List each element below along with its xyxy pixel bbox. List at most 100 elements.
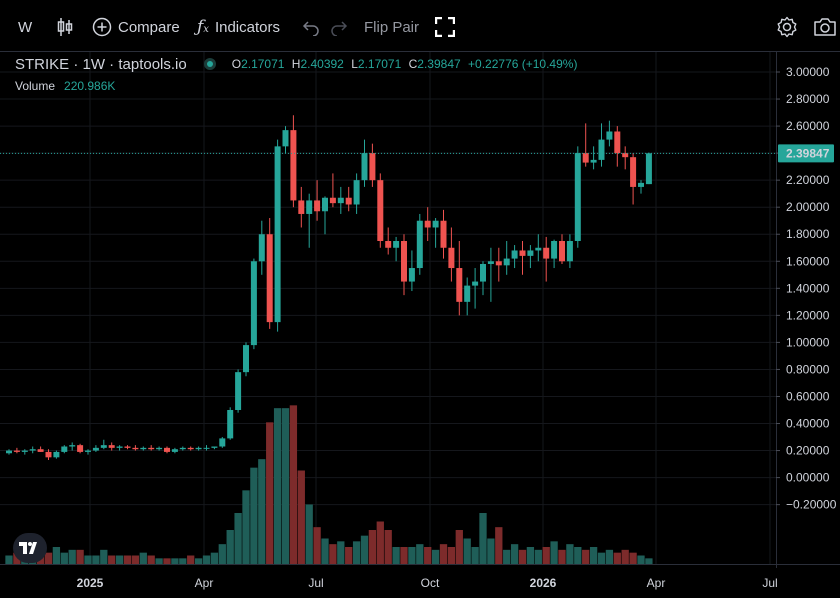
volume-label: Volume (15, 79, 56, 93)
volume-bar (479, 513, 487, 564)
candle (408, 250, 415, 292)
candle (85, 449, 91, 455)
candle (345, 186, 352, 212)
volume-bar (123, 555, 132, 564)
candle-body (487, 261, 494, 264)
interval-button[interactable]: W (18, 14, 32, 40)
volume-bar (534, 549, 542, 564)
volume-bar (179, 558, 187, 564)
volume-bar (416, 544, 424, 564)
volume-bar (210, 552, 219, 564)
volume-bar (226, 530, 234, 564)
candle-body (69, 445, 76, 447)
undo-icon (302, 18, 320, 36)
symbol-title: STRIKE · 1W · taptools.io (15, 55, 187, 73)
candle-body (132, 447, 139, 450)
indicators-label: Indicators (214, 18, 280, 36)
candle (243, 342, 249, 377)
candle (566, 234, 573, 269)
candle-body (274, 146, 281, 323)
price-tag-label: 2.39847 (786, 146, 830, 160)
candle-body (401, 241, 407, 282)
x-tick-label: Apr (647, 576, 666, 590)
settings-button[interactable] (776, 14, 798, 40)
candle (519, 241, 526, 275)
candle-body (559, 241, 565, 262)
candle-body (590, 159, 597, 163)
candle-body (638, 182, 644, 187)
candle-body (290, 130, 297, 201)
candle-body (179, 447, 186, 450)
candle-body (266, 234, 273, 323)
candle-body (219, 438, 226, 447)
volume-bar (273, 408, 282, 564)
volume-bar (431, 549, 440, 564)
volume-bar (171, 558, 179, 564)
volume-bar (187, 555, 195, 564)
fullscreen-button[interactable] (435, 14, 455, 40)
candle (401, 234, 407, 296)
price-chart[interactable]: 3.000002.800002.600002.400002.200002.000… (0, 52, 840, 598)
candle-body (21, 450, 28, 452)
flip-pair-button[interactable]: Flip Pair (364, 14, 419, 40)
candle-body (6, 450, 12, 454)
candle (53, 450, 60, 459)
candle-body (77, 445, 84, 452)
candle-body (416, 220, 423, 269)
candle-body (116, 446, 123, 448)
volume-bar (155, 558, 163, 564)
candle-body (258, 234, 265, 262)
candle (432, 218, 439, 248)
candle (598, 123, 605, 167)
volume-bar (5, 555, 13, 564)
y-tick-label: 0.80000 (786, 362, 830, 376)
compare-button[interactable]: Compare (92, 14, 180, 40)
candle-body (53, 451, 60, 458)
candle (116, 445, 123, 451)
chart-type-button[interactable] (57, 14, 73, 40)
candle (638, 180, 644, 194)
candle (306, 193, 313, 248)
candles-icon (57, 17, 73, 37)
chart-legend: STRIKE · 1W · taptools.io O2.17071 H2.40… (15, 55, 578, 94)
candle (77, 443, 84, 454)
volume-bar (163, 558, 171, 564)
x-tick-label: Apr (195, 576, 214, 590)
ohlc-change: +0.22776 (+10.49%) (468, 57, 578, 71)
candle-body (187, 447, 194, 450)
status-dot (203, 58, 216, 70)
volume-bar (68, 549, 76, 564)
tradingview-logo[interactable] (13, 533, 47, 563)
candle-body (456, 268, 463, 302)
candle (503, 241, 510, 275)
candle (92, 445, 99, 452)
redo-button[interactable] (330, 14, 348, 40)
candle-body (211, 446, 218, 448)
indicators-button[interactable]: ƒx Indicators (197, 14, 280, 40)
undo-button[interactable] (302, 14, 320, 40)
candle (274, 139, 281, 332)
gear-icon (776, 16, 798, 38)
x-tick-label: Jul (762, 576, 777, 590)
volume-bar (447, 547, 456, 564)
volume-bar (542, 547, 550, 564)
candle-body (92, 447, 99, 451)
volume-bar (139, 552, 147, 564)
candle-body (85, 450, 91, 452)
candle (195, 446, 202, 451)
y-tick-label: −0.20000 (786, 498, 837, 512)
volume-bar (455, 530, 463, 564)
x-tick-label: 2025 (77, 576, 104, 590)
candle-body (140, 447, 147, 450)
candle-body (227, 410, 234, 439)
screenshot-button[interactable] (813, 14, 837, 40)
candle-body (164, 447, 170, 452)
candle (582, 123, 589, 167)
candle (590, 146, 597, 170)
candle (314, 180, 321, 221)
candle-body (582, 153, 589, 163)
candle (393, 236, 400, 262)
fullscreen-icon (435, 17, 455, 37)
candle-body (551, 241, 558, 259)
volume-bar (92, 555, 100, 564)
